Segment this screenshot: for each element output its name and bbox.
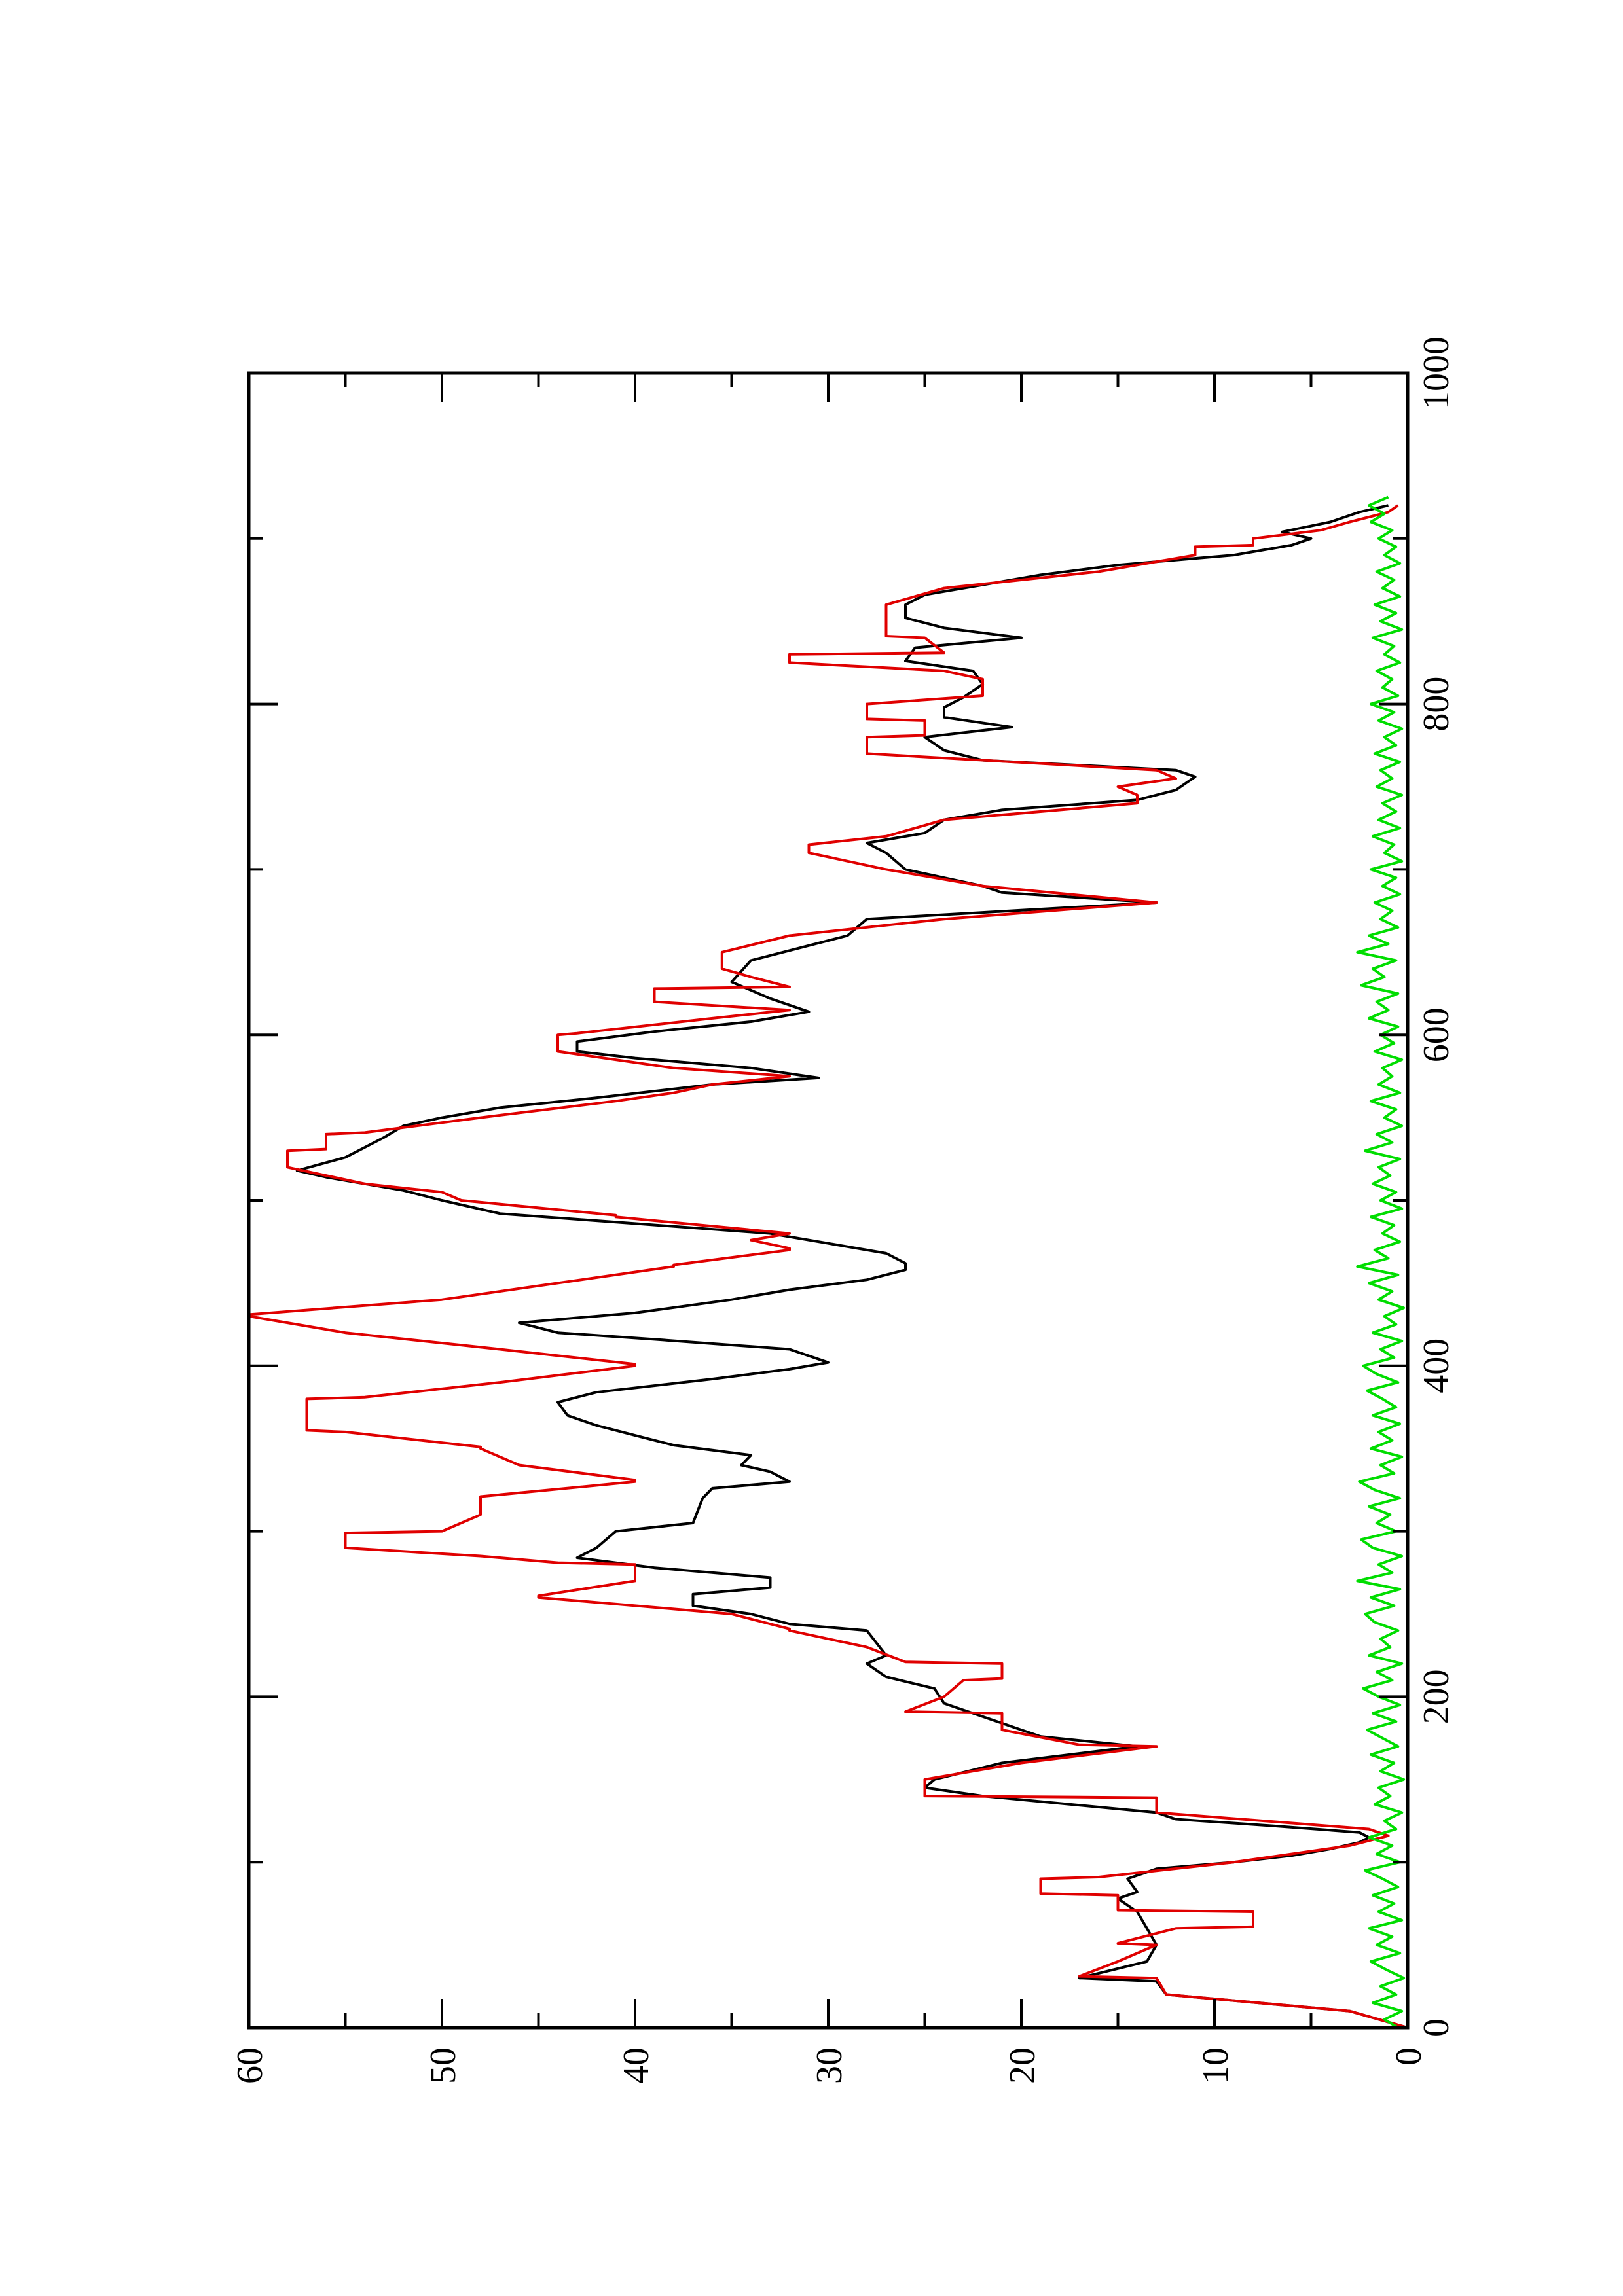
y-tick-label: 10 bbox=[1195, 2047, 1236, 2084]
x-tick-label: 400 bbox=[1416, 1338, 1457, 1393]
series-line-2 bbox=[247, 504, 1408, 2029]
tick-labels-layer: 0 200 400 600 800 1000 0 10 20 30 40 50 60 bbox=[230, 336, 1457, 2084]
x-tick-label: 0 bbox=[1416, 2018, 1457, 2037]
x-tick-label: 200 bbox=[1416, 1669, 1457, 1724]
ticks-layer bbox=[247, 372, 1409, 2029]
y-tick-label: 30 bbox=[809, 2047, 850, 2084]
y-tick-label: 20 bbox=[1002, 2047, 1043, 2084]
x-tick-label: 1000 bbox=[1416, 336, 1457, 410]
x-tick-label: 600 bbox=[1416, 1007, 1457, 1062]
series-line-3 bbox=[1356, 495, 1406, 2029]
series-layer bbox=[247, 495, 1408, 2029]
x-tick-label: 800 bbox=[1416, 677, 1457, 732]
series-line-1 bbox=[295, 504, 1408, 2029]
y-tick-label: 0 bbox=[1389, 2047, 1429, 2066]
y-tick-label: 50 bbox=[423, 2047, 464, 2084]
y-tick-label: 40 bbox=[616, 2047, 657, 2084]
y-tick-label: 60 bbox=[230, 2047, 270, 2084]
